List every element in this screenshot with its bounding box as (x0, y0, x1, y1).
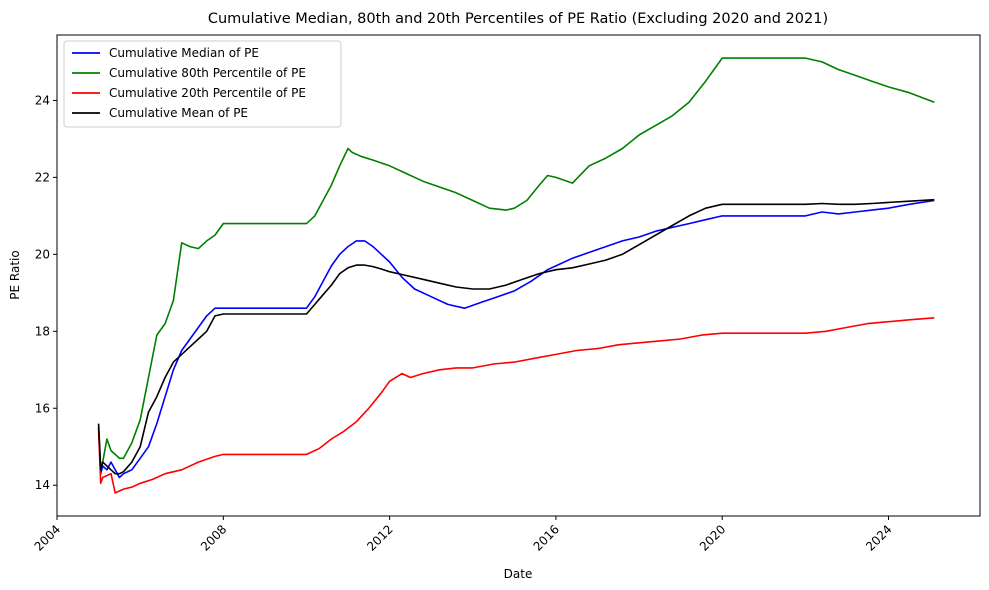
legend-label: Cumulative Median of PE (109, 46, 259, 60)
series-line-2 (97, 317, 935, 494)
chart-title: Cumulative Median, 80th and 20th Percent… (208, 11, 828, 27)
legend: Cumulative Median of PE Cumulative 80th P… (63, 40, 342, 128)
legend-label: Cumulative Mean of PE (109, 106, 248, 120)
legend-box (63, 40, 342, 128)
y-tick-label: 14 (35, 478, 50, 492)
y-tick-label: 24 (35, 93, 50, 107)
legend-label: Cumulative 80th Percentile of PE (109, 66, 306, 80)
y-tick-label: 16 (35, 401, 50, 415)
legend-label: Cumulative 20th Percentile of PE (109, 86, 306, 100)
y-tick-label: 22 (35, 170, 50, 184)
x-axis-label: Date (504, 567, 533, 581)
plot-area (97, 57, 935, 494)
series-line-0 (97, 199, 935, 479)
y-tick-label: 20 (35, 247, 50, 261)
series-line-1 (97, 57, 935, 471)
y-tick-label: 18 (35, 324, 50, 338)
plot-frame (56, 34, 981, 517)
series-line-3 (97, 198, 935, 475)
y-axis-label: PE Ratio (8, 250, 22, 299)
y-axis: 14 16 18 20 22 24 (35, 93, 57, 492)
